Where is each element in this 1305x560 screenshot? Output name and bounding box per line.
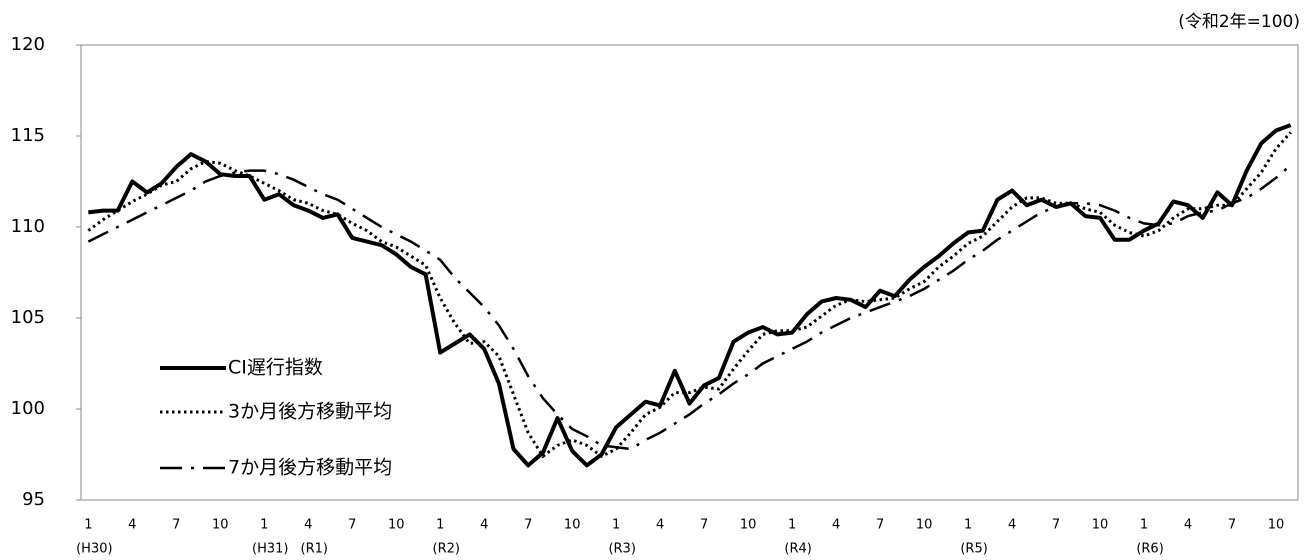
x-tick-label: 10 [388, 518, 405, 533]
unit-label: (令和2年=100) [1178, 12, 1300, 32]
legend-label: 7か月後方移動平均 [228, 457, 392, 479]
legend-label: 3か月後方移動平均 [228, 401, 392, 423]
x-era-label: (R2) [433, 542, 460, 557]
x-tick-label: 4 [304, 518, 312, 533]
x-era-label: (R5) [960, 542, 987, 557]
plot-frame [80, 44, 1299, 501]
y-tick-label: 115 [11, 125, 45, 146]
x-tick-label: 10 [212, 518, 229, 533]
series-line [87, 131, 1292, 459]
x-era-label: (H31) [252, 542, 288, 557]
x-tick-label: 7 [172, 518, 180, 533]
x-tick-label: 7 [1228, 518, 1236, 533]
x-tick-label: 1 [1140, 518, 1148, 533]
x-tick-label: 1 [788, 518, 796, 533]
x-era-label: (R1) [301, 542, 328, 557]
y-tick-label: 105 [11, 307, 45, 328]
x-tick-label: 1 [964, 518, 972, 533]
y-tick-label: 100 [11, 398, 45, 419]
x-era-label: (R3) [608, 542, 635, 557]
y-tick-label: 110 [11, 216, 45, 237]
x-tick-label: 7 [348, 518, 356, 533]
y-tick-label: 95 [22, 489, 45, 510]
x-tick-label: 4 [656, 518, 664, 533]
legend-label: CI遅行指数 [228, 357, 323, 379]
x-era-label: (H30) [76, 542, 112, 557]
x-tick-label: 1 [612, 518, 620, 533]
x-tick-label: 7 [1052, 518, 1060, 533]
x-era-label: (R4) [784, 542, 811, 557]
x-tick-label: 7 [876, 518, 884, 533]
series-line [87, 164, 1292, 451]
x-tick-label: 7 [700, 518, 708, 533]
x-tick-label: 4 [480, 518, 488, 533]
x-tick-label: 7 [524, 518, 532, 533]
x-tick-label: 4 [128, 518, 136, 533]
x-tick-label: 10 [740, 518, 757, 533]
series-line [88, 123, 1292, 468]
x-tick-label: 1 [260, 518, 268, 533]
x-tick-label: 4 [1008, 518, 1016, 533]
x-tick-label: 10 [1092, 518, 1109, 533]
x-tick-label: 4 [832, 518, 840, 533]
x-tick-label: 10 [1268, 518, 1285, 533]
x-tick-label: 4 [1184, 518, 1192, 533]
x-tick-label: 10 [564, 518, 581, 533]
x-tick-label: 1 [84, 518, 92, 533]
x-era-label: (R6) [1136, 542, 1163, 557]
y-tick-label: 120 [11, 34, 45, 55]
x-tick-label: 1 [436, 518, 444, 533]
x-tick-label: 10 [916, 518, 933, 533]
